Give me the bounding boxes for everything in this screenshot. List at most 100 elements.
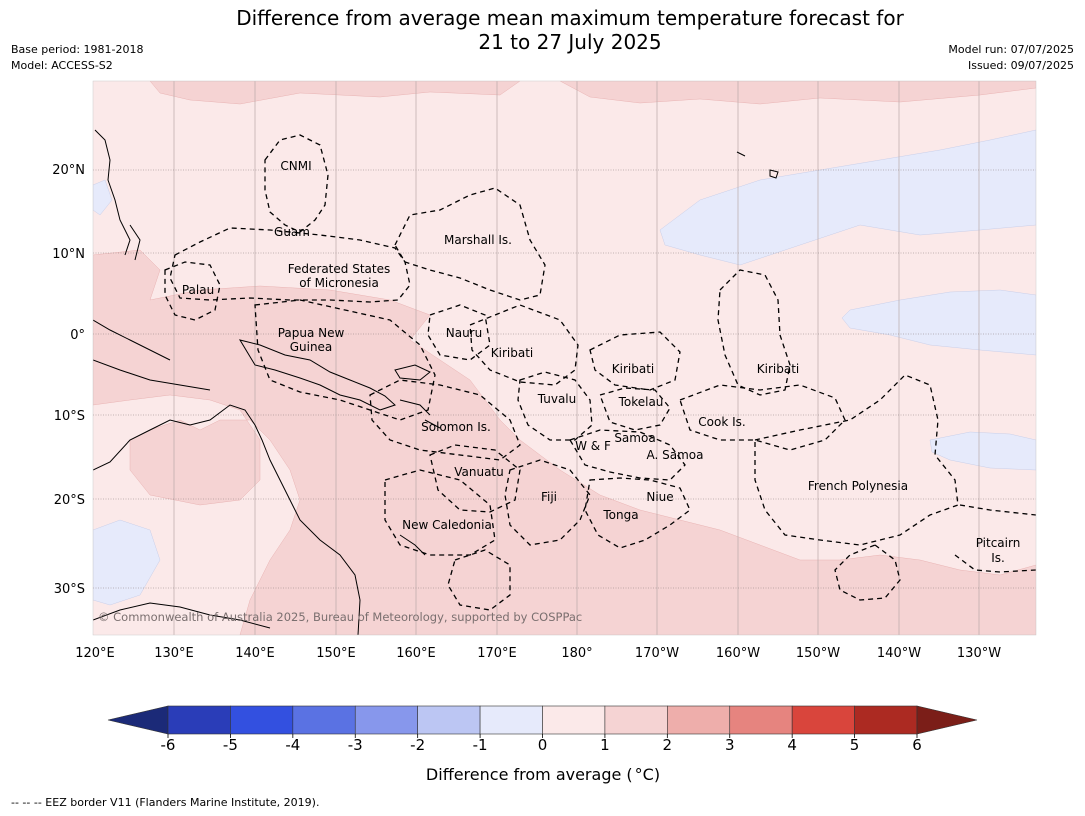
label-solomon: Solomon Is. [421,420,491,434]
eez-footnote: -- -- -- EEZ border V11 (Flanders Marine… [11,796,320,809]
lon-tick-label: 170°E [477,646,517,661]
lon-tick-label: 130°E [154,646,194,661]
label-tonga: Tonga [602,508,638,522]
colorbar-tick-label: -1 [473,736,488,754]
colorbar-extend-max [916,705,978,735]
eez-vanuatu [429,444,521,513]
lon-tick-label: 140°W [877,646,921,661]
colorbar-bin [167,705,231,735]
graticule [173,81,980,635]
borneo-philippines [93,319,211,391]
lon-tick-label: 150°E [316,646,356,661]
colorbar-tick-label: -4 [285,736,300,754]
colorbar-bin [667,705,731,735]
eez-pitcairn [834,504,1036,601]
colorbar-tick-label: -2 [410,736,425,754]
eez-kiribati-east [717,269,791,396]
place-labels: CNMI Guam Marshall Is. Federated States … [182,159,1020,565]
hawaii-islands [736,151,779,179]
label-pitcairn-line1: Pitcairn [976,536,1021,550]
lat-tick-label: 10°N [52,247,85,262]
colorbar-tick-label: 2 [663,736,673,754]
lat-tick-label: 0° [70,328,85,343]
australia-south-coast [93,602,271,629]
model-name: Model: ACCESS-S2 [11,59,113,72]
title-line-2: 21 to 27 July 2025 [478,30,662,54]
label-kiribati-east: Kiribati [757,362,799,376]
png-coast [238,339,396,411]
label-vanuatu: Vanuatu [454,465,504,479]
anomaly-neg-1-0-southwest [93,519,161,606]
colorbar-bin [791,705,855,735]
label-marshall: Marshall Is. [444,233,512,247]
anomaly-neg-1-0-southeast [929,431,1036,471]
philippines-islands [94,129,141,261]
anomaly-neg-1-0-east [841,289,1036,356]
eez-tokelau [599,387,671,431]
eez-borders [164,134,1036,611]
colorbar-bin [417,705,481,735]
map-frame [92,80,1037,636]
colorbar-bin [292,705,356,735]
label-kiribati-west: Kiribati [491,346,533,360]
australia-coast [93,404,361,635]
coastlines [93,129,779,635]
label-french-polynesia: French Polynesia [808,479,908,493]
lat-tick-label: 20°N [52,163,85,178]
new-britain-coast [394,364,431,381]
eez-fsm [169,227,411,303]
longitude-tick-labels: 120°E 130°E 140°E 150°E 160°E 170°E 180°… [75,646,1001,661]
anomaly-neg-1-0-philippines [93,179,113,216]
label-new-caledonia: New Caledonia [402,518,492,532]
colorbar-tick-label: 1 [600,736,610,754]
label-tokelau: Tokelau [618,395,664,409]
colorbar-tick-label: -5 [223,736,238,754]
eez-kiribati-central [589,331,681,391]
label-png-line2: Guinea [290,340,333,354]
label-tuvalu: Tuvalu [537,392,577,406]
eez-new-caledonia [384,469,496,556]
eez-norfolk [447,549,511,611]
anomaly-1-2-north [149,81,521,105]
new-caledonia-coast [399,534,426,556]
colorbar-label: Difference from average (°C) [426,765,660,784]
label-palau: Palau [182,283,214,297]
eez-solomon [369,379,521,461]
colorbar-bin [854,705,918,735]
solomon-islands [399,399,441,429]
model-run: Model run: 07/07/2025 [948,43,1074,56]
colorbar: -6 -5 -4 -3 -2 -1 0 1 2 3 4 5 6 [107,705,978,754]
lat-tick-label: 10°S [54,409,85,424]
meta-left: Base period: 1981-2018 Model: ACCESS-S2 [11,42,143,74]
base-period: Base period: 1981-2018 [11,43,144,56]
colorbar-tick-label: -3 [348,736,363,754]
colorbar-tick-label: 0 [538,736,548,754]
latitude-lines [93,169,1036,589]
map-field: © Commonwealth of Australia 2025, Bureau… [93,81,1036,635]
lon-tick-label: 120°E [75,646,115,661]
lat-tick-label: 20°S [54,493,85,508]
lon-tick-label: 160°W [716,646,760,661]
eez-nauru [427,304,491,361]
colorbar-bin [604,705,668,735]
label-kiribati-central: Kiribati [612,362,654,376]
label-fiji: Fiji [541,490,557,504]
lat-tick-label: 30°S [54,582,85,597]
colorbar-tick-label: 6 [912,736,922,754]
issued-date: Issued: 09/07/2025 [967,59,1074,72]
label-nauru: Nauru [446,326,482,340]
eez-png [254,299,436,421]
colorbar-extend-min [107,705,169,735]
eez-wf-samoa [569,429,686,481]
anomaly-1-2-west-pacific [93,249,1036,635]
lon-tick-label: 160°E [396,646,436,661]
eez-tuvalu [517,371,593,441]
colorbar-bin [354,705,418,735]
colorbar-bin [479,705,543,735]
colorbar-bin [542,705,606,735]
lon-tick-label: 170°W [635,646,679,661]
anomaly-1-2-northeast [559,81,1036,105]
label-png-line1: Papua New [278,326,345,340]
anomaly-neg-1-0-northeast [659,129,1036,266]
